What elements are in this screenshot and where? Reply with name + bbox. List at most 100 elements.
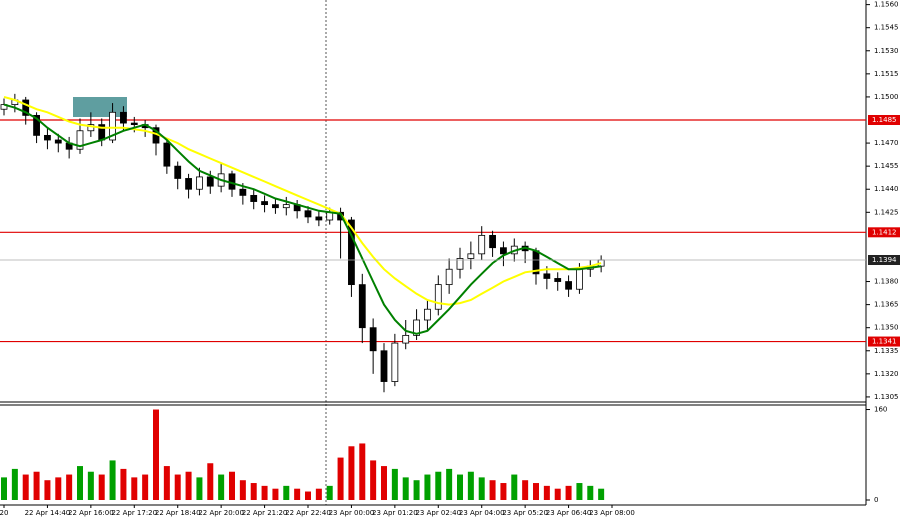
volume-bar (533, 483, 539, 500)
volume-bar (424, 474, 431, 500)
moving-average (3, 103, 602, 335)
x-tick-label: 23 Apr 05:20 (502, 509, 548, 517)
candle-body (87, 124, 95, 132)
volume-bar (435, 471, 442, 500)
candle-body (391, 342, 399, 382)
volume-bar (294, 488, 301, 500)
level-label: 1.1341 (872, 338, 897, 346)
volume-bar (337, 457, 344, 500)
volume-bar (500, 483, 507, 500)
candle-body (402, 334, 410, 344)
candle-body (348, 219, 355, 286)
candle-body (44, 134, 51, 141)
candle-body (120, 111, 127, 124)
volume-bar (489, 480, 496, 500)
candle-body (282, 204, 290, 209)
volume-bar (446, 468, 453, 500)
volume-bar (153, 409, 159, 500)
y-tick-label: 1.1530 (874, 47, 899, 55)
candle-body (22, 99, 30, 116)
x-tick-label: 22 Apr 16:00 (68, 509, 114, 517)
y-tick-label: 1.1320 (874, 370, 899, 378)
volume-bar (554, 488, 561, 500)
volume-bar (250, 483, 257, 500)
volume-bar (109, 460, 116, 500)
volume-bar (207, 463, 214, 500)
volume-bar (87, 471, 94, 500)
candle-body (565, 281, 572, 290)
volume-bar (33, 471, 40, 500)
volume-bar (44, 480, 51, 500)
volume-bar (370, 460, 377, 500)
volume-bar (511, 474, 518, 500)
y-tick-label: 1.1380 (874, 278, 899, 286)
volume-bar (120, 468, 127, 500)
candle-body (109, 111, 116, 141)
highlight-box (73, 97, 127, 117)
candle-body (261, 201, 268, 206)
volume-bar (359, 443, 366, 500)
y-tick-label: 1.1440 (874, 185, 899, 193)
volume-bar (1, 477, 7, 500)
volume-bar (457, 474, 463, 500)
volume-bar (22, 474, 29, 500)
y-tick-label: 1.1455 (874, 162, 899, 170)
candle-body (380, 350, 388, 382)
volume-tick-label: 160 (874, 406, 887, 414)
volume-bar (131, 477, 138, 500)
y-tick-label: 1.1545 (874, 24, 899, 32)
price-label: 1.1394 (872, 256, 897, 264)
volume-bar (196, 477, 203, 500)
y-tick-label: 1.1515 (874, 70, 899, 78)
y-tick-label: 1.1560 (874, 1, 899, 9)
volume-bar (478, 477, 485, 500)
volume-bar (348, 446, 355, 500)
price-tag (868, 255, 900, 265)
volume-bar (413, 480, 420, 500)
level-tag (868, 227, 900, 238)
y-tick-label: 1.1425 (874, 208, 899, 216)
candle-body (456, 258, 464, 270)
volume-bar (77, 466, 83, 500)
x-tick-label: 23 Apr 00:00 (329, 509, 375, 517)
candle-body (33, 114, 40, 136)
volume-bar (391, 468, 398, 500)
volume-bar (142, 474, 149, 500)
candle-body (272, 204, 279, 209)
volume-bar (565, 485, 572, 500)
candle-body (185, 178, 192, 190)
candle-body (76, 130, 84, 150)
volume-bar (283, 485, 290, 500)
volume-bar (522, 480, 529, 500)
candle-body (445, 268, 453, 286)
candle-body (196, 176, 203, 190)
y-tick-label: 1.1500 (874, 93, 899, 101)
candle-body (467, 253, 475, 259)
volume-bar (576, 483, 583, 500)
moving-average (3, 95, 602, 306)
candle-body (304, 210, 312, 218)
candle-body (163, 142, 171, 167)
volume-bar (174, 474, 181, 500)
volume-bar (185, 471, 192, 500)
volume-bar (272, 488, 279, 500)
candle-body (576, 268, 583, 290)
x-tick-label: 20 (0, 509, 8, 517)
candle-body (315, 216, 323, 221)
x-tick-label: 22 Apr 17:20 (111, 509, 157, 517)
volume-bar (315, 488, 322, 500)
volume-bar (218, 474, 225, 500)
x-tick-label: 22 Apr 14:40 (25, 509, 71, 517)
candle-body (369, 327, 377, 352)
y-tick-label: 1.1350 (874, 324, 899, 332)
candle-body (174, 165, 182, 179)
level-tag (868, 336, 900, 347)
x-tick-label: 22 Apr 18:40 (155, 509, 201, 517)
volume-bar (543, 485, 550, 500)
level-label: 1.1485 (872, 116, 897, 124)
y-tick-label: 1.1470 (874, 139, 899, 147)
volume-bar (98, 474, 105, 500)
volume-bar (381, 466, 387, 500)
candle-body (554, 278, 562, 282)
candle-body (489, 234, 496, 249)
